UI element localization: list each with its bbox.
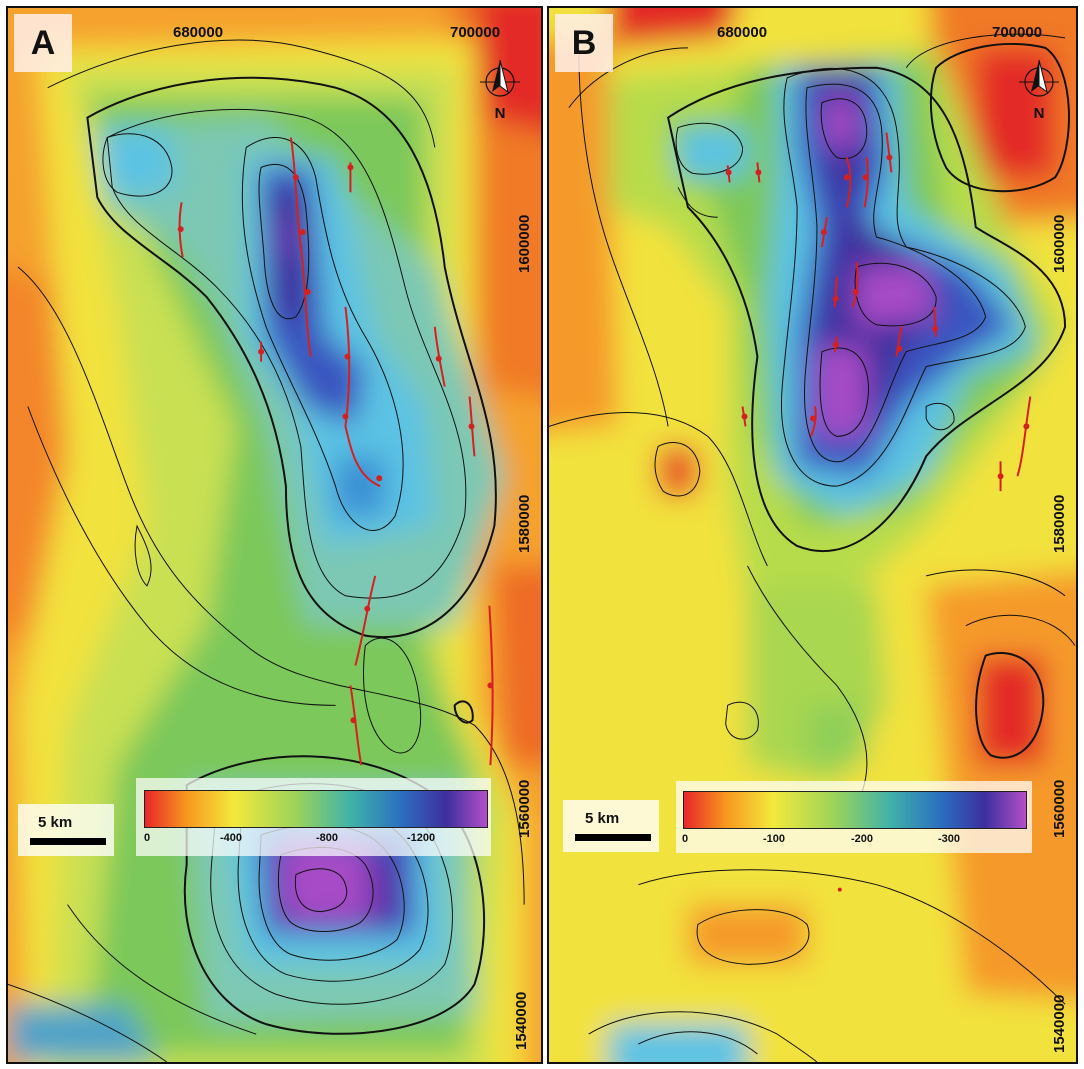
color-ramp bbox=[683, 791, 1027, 829]
north-arrow-icon: N bbox=[1019, 59, 1059, 122]
y-tick-label: 1600000 bbox=[1051, 214, 1068, 273]
contour-lines-a bbox=[8, 39, 525, 1062]
legend-tick: 0 bbox=[143, 832, 151, 844]
panel-label: B bbox=[555, 14, 613, 72]
fault-lines-a bbox=[177, 137, 494, 766]
y-tick-label: 1580000 bbox=[516, 494, 533, 553]
y-tick-label: 1560000 bbox=[516, 779, 533, 838]
scale-bar-line bbox=[30, 838, 106, 845]
map-panel-a: A 680000 700000 1600000 1580000 1560000 … bbox=[6, 6, 543, 1064]
y-tick-label: 1540000 bbox=[513, 991, 530, 1050]
legend-tick: 0 bbox=[681, 833, 689, 845]
legend-tick: -300 bbox=[937, 833, 961, 845]
panel-label: A bbox=[14, 14, 72, 72]
x-tick-label: 680000 bbox=[717, 24, 768, 41]
fault-lines-b bbox=[725, 132, 1032, 892]
scale-bar-line bbox=[575, 834, 651, 841]
y-tick-label: 1540000 bbox=[1051, 994, 1068, 1053]
north-arrow-icon: N bbox=[480, 59, 520, 122]
scale-label: 5 km bbox=[38, 814, 73, 831]
x-tick-label: 700000 bbox=[450, 24, 501, 41]
x-tick-label: 680000 bbox=[173, 24, 224, 41]
legend-tick: -100 bbox=[762, 833, 786, 845]
map-panel-b: B 680000 700000 1600000 1580000 1560000 … bbox=[547, 6, 1078, 1064]
color-field-a bbox=[8, 8, 541, 1062]
scale-bar bbox=[563, 800, 659, 852]
north-label: N bbox=[1034, 105, 1045, 122]
color-ramp bbox=[144, 790, 488, 828]
x-tick-label: 700000 bbox=[992, 24, 1043, 41]
anomaly-map-a bbox=[8, 8, 541, 1062]
y-tick-label: 1600000 bbox=[516, 214, 533, 273]
legend-tick: -800 bbox=[315, 832, 339, 844]
contour-lines-b bbox=[549, 33, 1076, 1062]
y-tick-label: 1560000 bbox=[1051, 779, 1068, 838]
scale-label: 5 km bbox=[585, 810, 620, 827]
legend-tick: -1200 bbox=[406, 832, 436, 844]
legend-tick: -400 bbox=[219, 832, 243, 844]
legend-tick: -200 bbox=[850, 833, 874, 845]
scale-bar bbox=[18, 804, 114, 856]
anomaly-map-b bbox=[549, 8, 1076, 1062]
north-label: N bbox=[495, 105, 506, 122]
color-field-b bbox=[549, 8, 1076, 1062]
y-tick-label: 1580000 bbox=[1051, 494, 1068, 553]
